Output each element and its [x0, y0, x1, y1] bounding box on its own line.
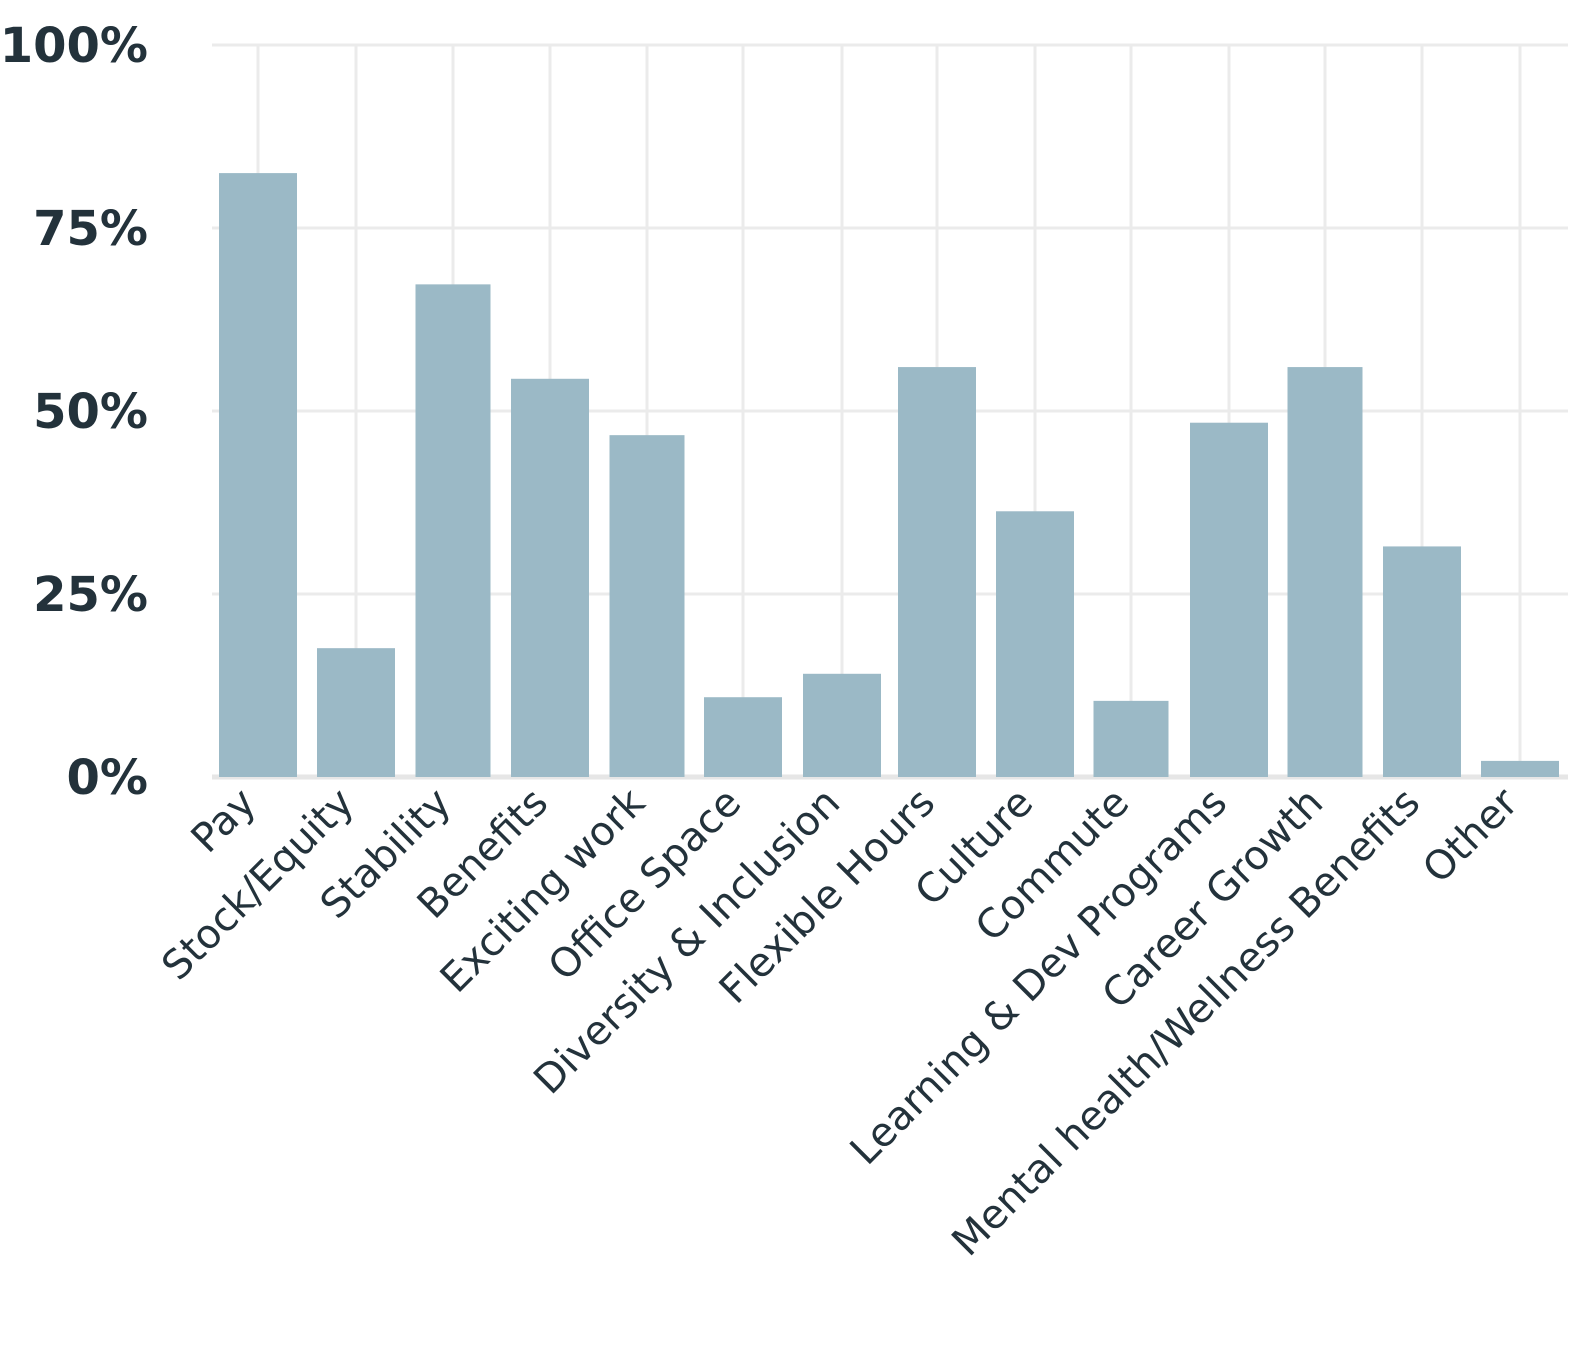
y-tick-label: 100% [0, 18, 148, 74]
bar [996, 511, 1074, 777]
x-axis-labels: PayStock/EquityStabilityBenefitsExciting… [153, 779, 1527, 1265]
bar [1383, 546, 1461, 777]
y-tick-label: 0% [67, 750, 149, 806]
bar [1093, 700, 1169, 777]
bar [1481, 760, 1559, 777]
bars [219, 173, 1559, 778]
x-tick-label: Pay [183, 780, 265, 862]
y-tick-label: 25% [33, 567, 148, 623]
y-axis-ticks: 0% 25% 50% 75% 100% [0, 18, 148, 806]
y-tick-label: 75% [33, 201, 148, 257]
bar [317, 648, 395, 777]
bar [898, 367, 976, 777]
bar [1190, 422, 1268, 777]
bar [219, 173, 297, 778]
bar [803, 673, 881, 777]
bar [415, 284, 491, 777]
bar [511, 378, 589, 777]
bar [1287, 367, 1363, 777]
bar [704, 697, 782, 777]
bar [609, 435, 685, 777]
grid-lines [212, 43, 1568, 780]
x-tick-label: Other [1414, 779, 1527, 892]
y-tick-label: 50% [33, 384, 148, 440]
